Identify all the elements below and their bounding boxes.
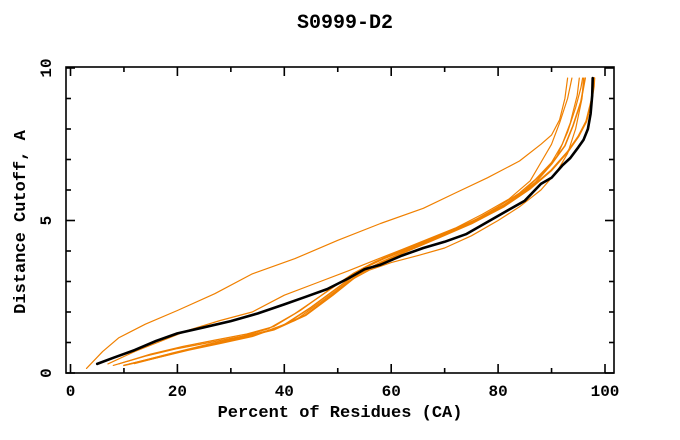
x-tick-label: 20 [168,383,187,401]
tick-labels: 0 20 40 60 80 100 0 5 10 [38,58,619,401]
y-tick-label: 10 [38,58,56,77]
chart-title: S0999-D2 [297,12,393,35]
orange-curve-5 [123,77,587,367]
orange-curve-2 [107,77,573,365]
x-axis-label: Percent of Residues (CA) [218,404,463,423]
black-main-curve [95,76,595,366]
x-tick-label: 80 [488,383,507,401]
orange-curve-1-topmost [85,77,569,369]
x-tick-label: 60 [382,383,401,401]
orange-curve-7-rightmost [133,77,596,365]
x-tick-label: 40 [275,383,294,401]
x-tick-label: 0 [66,383,76,401]
axes [65,66,615,374]
y-tick-label: 5 [38,216,56,226]
y-tick-label: 0 [38,368,56,378]
x-tick-label: 100 [591,383,620,401]
y-axis-label: Distance Cutoff, A [12,129,31,313]
data-series [85,76,596,369]
orange-curve-4 [117,77,584,365]
